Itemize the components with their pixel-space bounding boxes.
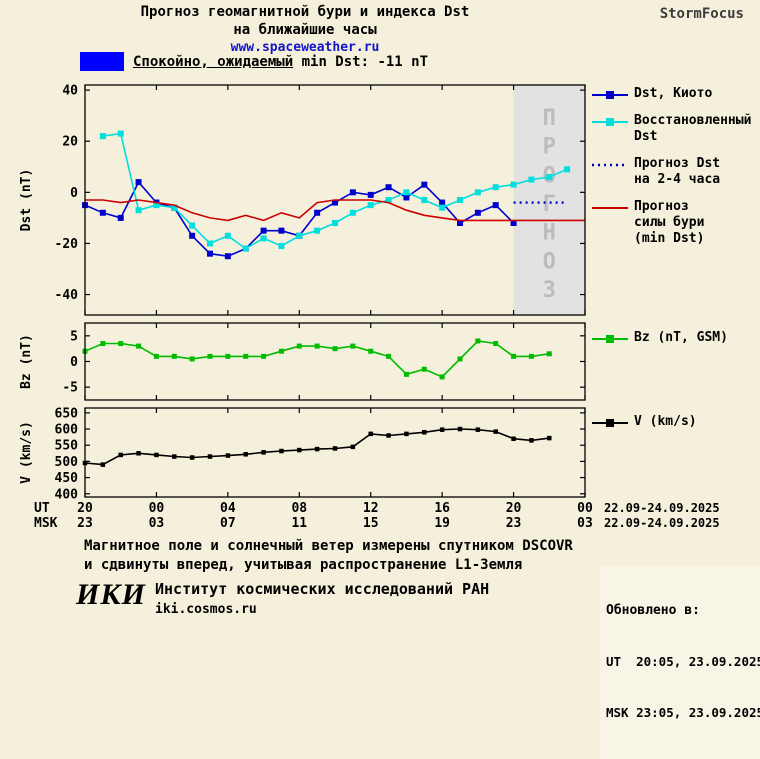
legend-entry: V (km/s) — [592, 414, 757, 430]
legend-entry: Dst, Киото — [592, 86, 757, 102]
storm-forecast-page: StormFocus Прогноз геомагнитной бури и и… — [0, 3, 760, 720]
iki-logo: ИКИ — [76, 578, 147, 611]
legend-v: V (km/s) — [592, 414, 757, 441]
legend-series-marker-icon — [592, 419, 628, 427]
svg-text:П: П — [543, 106, 556, 131]
legend-series-marker-icon — [592, 118, 628, 126]
svg-text:04: 04 — [220, 501, 236, 516]
svg-text:Bz (nT): Bz (nT) — [19, 334, 34, 389]
page-subtitle: на ближайшие часы — [233, 22, 377, 38]
svg-text:500: 500 — [55, 455, 79, 470]
svg-text:О: О — [543, 249, 556, 274]
updated-label: Обновлено в: — [606, 603, 700, 618]
institute-name: Институт космических исследований РАН — [155, 580, 490, 598]
svg-text:З: З — [543, 278, 556, 303]
svg-text:20: 20 — [506, 501, 522, 516]
svg-text:08: 08 — [291, 501, 307, 516]
svg-text:5: 5 — [70, 329, 78, 344]
svg-text:23: 23 — [506, 516, 522, 531]
legend-label: Восстановленный Dst — [634, 113, 752, 144]
legend-label: Прогноз силы бури (min Dst) — [634, 199, 705, 246]
storm-level-text: Спокойно, ожидаемый — [133, 53, 294, 70]
updated-block: Обновлено в: UT 20:05, 23.09.2025 MSK 23… — [600, 566, 760, 759]
svg-text:Dst (nT): Dst (nT) — [19, 169, 34, 232]
svg-text:Н: Н — [543, 221, 556, 246]
svg-text:0: 0 — [70, 186, 78, 201]
spaceweather-link[interactable]: www.spaceweather.ru — [230, 40, 380, 55]
iki-site-link[interactable]: iki.cosmos.ru — [155, 602, 257, 617]
legend-entry: Bz (nT, GSM) — [592, 330, 757, 346]
legend-label: Dst, Киото — [634, 86, 713, 101]
svg-text:V (km/s): V (km/s) — [19, 421, 34, 484]
legend-entry: Прогноз Dst на 2-4 часа — [592, 156, 757, 188]
legend-series-marker-icon — [592, 163, 628, 167]
svg-text:550: 550 — [55, 439, 79, 454]
legend-entry: Восстановленный Dst — [592, 113, 757, 145]
svg-text:16: 16 — [434, 501, 450, 516]
svg-text:03: 03 — [577, 516, 593, 531]
footnote-line1: Магнитное поле и солнечный ветер измерен… — [84, 538, 573, 554]
storm-status-line: Спокойно, ожидаемый min Dst: -11 nT — [80, 52, 428, 71]
svg-text:12: 12 — [363, 501, 379, 516]
updated-msk: MSK 23:05, 23.09.2025 — [606, 705, 760, 720]
measurement-footnote: Магнитное поле и солнечный ветер измерен… — [84, 537, 573, 575]
svg-text:600: 600 — [55, 423, 79, 438]
svg-text:15: 15 — [363, 516, 379, 531]
storm-status-text: Спокойно, ожидаемый min Dst: -11 nT — [133, 54, 428, 70]
svg-text:Г: Г — [543, 192, 556, 217]
svg-text:650: 650 — [55, 406, 79, 421]
brand-label: StormFocus — [659, 6, 744, 22]
svg-text:23: 23 — [77, 516, 93, 531]
legend-bz: Bz (nT, GSM) — [592, 330, 757, 357]
svg-text:-40: -40 — [55, 288, 79, 303]
svg-text:400: 400 — [55, 487, 79, 502]
legend-entry: Прогноз силы бури (min Dst) — [592, 199, 757, 247]
svg-text:40: 40 — [62, 84, 78, 99]
legend-label: Прогноз Dst на 2-4 часа — [634, 156, 721, 187]
svg-text:MSK: MSK — [34, 516, 58, 531]
svg-text:-20: -20 — [55, 237, 79, 252]
title-block: Прогноз геомагнитной бури и индекса Dst … — [0, 3, 610, 57]
legend-series-marker-icon — [592, 335, 628, 343]
footnote-line2: и сдвинуты вперед, учитывая распростране… — [84, 557, 523, 573]
svg-text:07: 07 — [220, 516, 236, 531]
svg-text:UT: UT — [34, 501, 50, 516]
svg-text:450: 450 — [55, 471, 79, 486]
svg-text:00: 00 — [577, 501, 593, 516]
svg-text:19: 19 — [434, 516, 450, 531]
page-title: Прогноз геомагнитной бури и индекса Dst — [140, 4, 470, 20]
svg-text:20: 20 — [62, 135, 78, 150]
svg-text:22.09-24.09.2025: 22.09-24.09.2025 — [604, 501, 720, 515]
updated-ut: UT 20:05, 23.09.2025 — [606, 654, 760, 669]
storm-min-dst-text: min Dst: -11 nT — [293, 53, 429, 70]
svg-text:11: 11 — [291, 516, 307, 531]
storm-level-swatch — [80, 52, 124, 71]
svg-text:-5: -5 — [62, 381, 78, 396]
legend-dst: Dst, Киото Восстановленный Dst Прогноз Dst н… — [592, 86, 757, 258]
legend-label: Bz (nT, GSM) — [634, 330, 728, 345]
legend-series-marker-icon — [592, 91, 628, 99]
svg-text:0: 0 — [70, 355, 78, 370]
svg-text:Р: Р — [543, 135, 556, 160]
institute-block: Институт космических исследований РАН ik… — [155, 580, 489, 617]
svg-text:03: 03 — [149, 516, 165, 531]
svg-text:20: 20 — [77, 501, 93, 516]
svg-text:00: 00 — [149, 501, 165, 516]
svg-text:22.09-24.09.2025: 22.09-24.09.2025 — [604, 516, 720, 530]
legend-series-marker-icon — [592, 207, 628, 209]
legend-label: V (km/s) — [634, 414, 697, 429]
